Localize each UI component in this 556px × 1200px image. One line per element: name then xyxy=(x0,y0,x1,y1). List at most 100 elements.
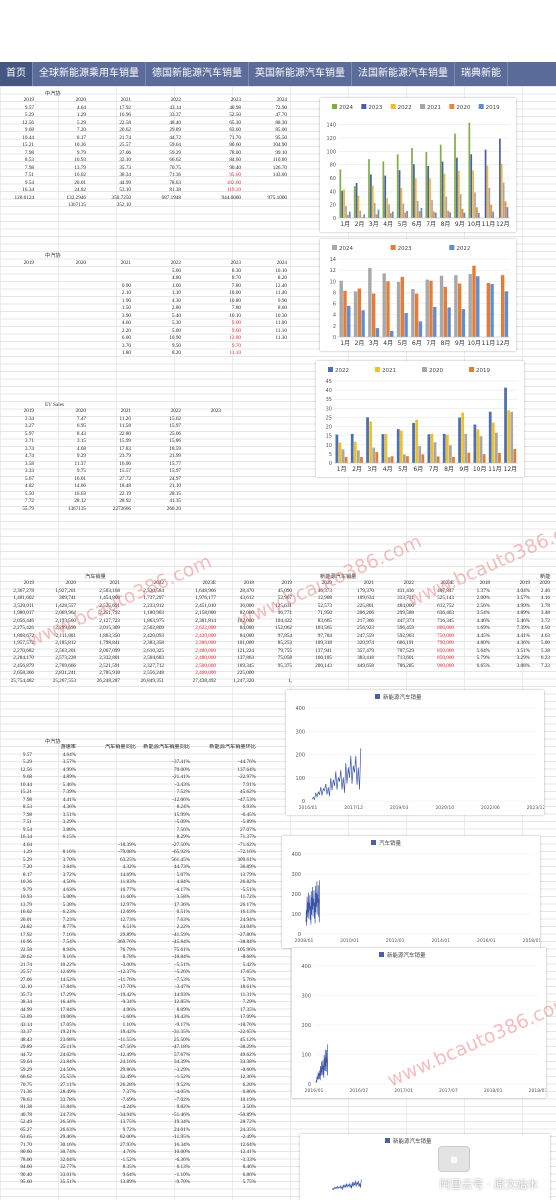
table-cell[interactable]: 33.38% xyxy=(240,1059,256,1065)
table-cell[interactable]: 132.2946 xyxy=(66,194,86,201)
table-cell[interactable]: 4.96% xyxy=(122,1006,136,1013)
table-cell[interactable]: -38.29% xyxy=(238,1044,256,1050)
table-cell[interactable]: 17.92 xyxy=(20,931,32,938)
spreadsheet[interactable]: 中汽协 2019 2020 2021 2022 2023 2024 9.57 4.64 17.9… xyxy=(0,86,556,1200)
table-cell[interactable]: 9.57 xyxy=(24,104,34,111)
table-cell[interactable]: 750,000 xyxy=(437,632,454,639)
table-cell[interactable]: 333,731 xyxy=(397,595,414,601)
table-cell[interactable]: 1,976,177 xyxy=(195,595,216,601)
table-cell[interactable]: 1.29 xyxy=(22,849,32,855)
table-cell[interactable] xyxy=(36,290,88,298)
table-cell[interactable]: 3.48 xyxy=(540,610,550,616)
table-cell[interactable]: 10.00 xyxy=(229,290,241,296)
table-cell[interactable]: 2,193,560 xyxy=(55,617,76,624)
table-cell[interactable] xyxy=(256,670,294,678)
table-cell[interactable]: 13.79 xyxy=(20,901,32,908)
table-cell[interactable]: 5.40 xyxy=(171,312,181,319)
table-cell[interactable]: 2019 xyxy=(23,408,34,414)
table-cell[interactable]: 12.85% xyxy=(174,999,190,1005)
table-cell[interactable]: -12.49% xyxy=(118,1051,136,1058)
table-cell[interactable]: 7.20 xyxy=(76,127,86,133)
sheet-tab[interactable]: 德国新能源汽车销量 xyxy=(146,62,249,86)
table-cell[interactable]: -4.05% xyxy=(174,1089,190,1095)
table-cell[interactable]: 44.73% xyxy=(174,864,190,870)
table-cell[interactable]: 95.50 xyxy=(275,134,287,141)
table-cell[interactable]: -9.34% xyxy=(120,999,136,1005)
table-cell[interactable]: 85,253 xyxy=(277,640,292,646)
table-cell[interactable] xyxy=(0,290,36,298)
table-cell[interactable]: 11.10 xyxy=(229,350,241,356)
table-cell[interactable]: 8.30 xyxy=(231,267,241,274)
table-cell[interactable]: 9.60 xyxy=(231,327,241,334)
table-cell[interactable]: 26,849,351 xyxy=(140,677,164,684)
table-cell[interactable]: 260.20 xyxy=(166,505,181,512)
table-cell[interactable] xyxy=(243,180,289,188)
table-cell[interactable]: 28.12 xyxy=(74,498,86,504)
table-cell[interactable]: 44.99 xyxy=(119,179,131,186)
table-cell[interactable] xyxy=(36,268,88,276)
table-cell[interactable]: 1, xyxy=(288,677,292,684)
table-cell[interactable]: 0.86% xyxy=(242,1089,256,1095)
table-cell[interactable]: 11.10 xyxy=(275,327,287,334)
table-cell[interactable]: 1367135 xyxy=(67,202,86,208)
table-cell[interactable]: 1,180,903 xyxy=(143,610,164,616)
table-cell[interactable]: 2,299,690 xyxy=(55,625,76,631)
table-cell[interactable]: 2020 xyxy=(539,580,550,586)
table-cell[interactable]: 713,601 xyxy=(397,655,414,661)
table-cell[interactable]: 4.41% xyxy=(62,796,76,803)
table-cell[interactable]: -8.68% xyxy=(240,954,256,960)
table-cell[interactable]: 15.62 xyxy=(169,415,181,422)
table-cell[interactable]: 152,062 xyxy=(275,625,292,631)
table-cell[interactable]: -7.69% xyxy=(120,1096,136,1103)
table-cell[interactable]: 11.40 xyxy=(275,290,287,296)
table-cell[interactable]: -5.89% xyxy=(240,819,256,825)
table-cell[interactable]: 1.60 xyxy=(171,282,181,289)
table-cell[interactable]: 43.14 xyxy=(169,104,181,111)
table-cell[interactable]: 26.63% xyxy=(60,1126,76,1133)
table-cell[interactable]: 6.95 xyxy=(76,423,86,429)
table-cell[interactable]: 9.90 xyxy=(277,297,287,304)
table-cell[interactable]: 44.72 xyxy=(20,1051,32,1058)
table-cell[interactable]: 247,559 xyxy=(357,632,374,639)
table-cell[interactable]: 63.25% xyxy=(120,856,136,863)
table-cell[interactable]: 8.29% xyxy=(176,834,190,840)
table-cell[interactable]: 126.70 xyxy=(272,164,287,171)
table-cell[interactable]: 1.80 xyxy=(121,350,131,356)
table-cell[interactable]: 137.64% xyxy=(237,766,256,773)
table-cell[interactable]: 3.51% xyxy=(516,647,530,654)
table-cell[interactable] xyxy=(0,305,36,313)
table-cell[interactable]: 8.20 xyxy=(171,350,181,356)
table-cell[interactable] xyxy=(78,797,138,805)
table-cell[interactable]: 431,436 xyxy=(397,587,414,594)
table-cell[interactable]: 4.68 xyxy=(76,445,86,452)
table-cell[interactable]: 5.38% xyxy=(62,901,76,908)
table-cell[interactable]: 7.16% xyxy=(62,931,76,938)
table-cell[interactable]: 8.53 xyxy=(22,804,32,810)
table-cell[interactable]: -41.59% xyxy=(172,931,190,938)
sheet-tab[interactable]: 首页 xyxy=(0,62,33,86)
table-cell[interactable]: 27.93% xyxy=(120,1141,136,1148)
table-cell[interactable]: 24.82 xyxy=(74,187,86,193)
table-cell[interactable]: 6.65% xyxy=(476,662,490,669)
table-cell[interactable]: 12.56 xyxy=(20,766,32,773)
table-cell[interactable]: 2,610,325 xyxy=(143,647,164,654)
table-cell[interactable]: 2,500,000 xyxy=(195,662,216,669)
table-cell[interactable]: 5.30 xyxy=(171,320,181,326)
table-cell[interactable]: 18.59 xyxy=(169,445,181,452)
table-cell[interactable]: 新能源汽车销量环比 xyxy=(209,744,256,750)
table-cell[interactable]: 24.94% xyxy=(240,916,256,923)
table-cell[interactable]: 27.07% xyxy=(240,826,256,833)
table-cell[interactable]: 2024 xyxy=(276,97,287,103)
table-cell[interactable] xyxy=(78,819,138,827)
table-cell[interactable] xyxy=(183,483,223,491)
table-cell[interactable]: 7.63% xyxy=(176,916,190,923)
table-cell[interactable] xyxy=(183,431,223,439)
table-cell[interactable]: 12.69% xyxy=(60,969,76,975)
table-cell[interactable]: 17.36% xyxy=(174,901,190,908)
table-cell[interactable]: 2,381,814 xyxy=(195,617,216,624)
table-cell[interactable]: -65.92% xyxy=(172,849,190,855)
table-cell[interactable]: -72.16% xyxy=(238,849,256,855)
table-cell[interactable]: 16.63 xyxy=(74,490,86,497)
table-cell[interactable]: 21.74 xyxy=(20,961,32,968)
table-cell[interactable]: 79,755 xyxy=(277,647,292,654)
